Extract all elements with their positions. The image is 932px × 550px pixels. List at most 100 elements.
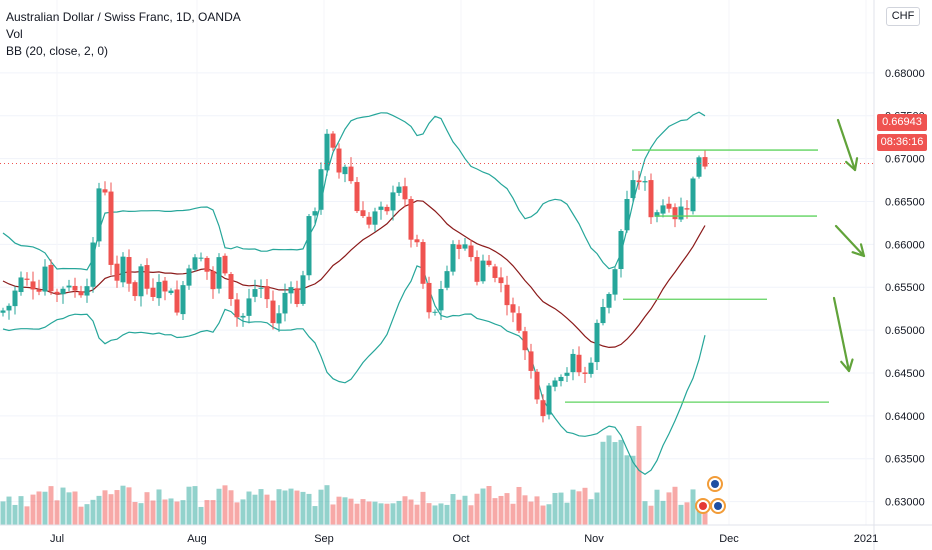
volume-bar: [642, 501, 648, 525]
time-tick-label: Oct: [452, 533, 469, 545]
down-arrow-shaft: [832, 296, 851, 373]
candle-body: [684, 208, 690, 210]
volume-indicator-label[interactable]: Vol: [6, 27, 23, 41]
candle-body: [456, 244, 462, 249]
down-arrow-shaft: [836, 118, 857, 172]
volume-bar: [306, 493, 312, 525]
price-tick-label: 0.64000: [885, 411, 925, 423]
time-tick-label: Aug: [187, 533, 207, 545]
volume-bar: [426, 503, 432, 525]
volume-bar: [156, 489, 162, 525]
volume-bar: [78, 506, 84, 525]
candle-body: [606, 293, 612, 308]
candle-body: [450, 244, 456, 272]
volume-bar: [582, 487, 588, 525]
candle-body: [528, 351, 534, 371]
volume-bar: [126, 487, 132, 525]
volume-bar: [486, 486, 492, 525]
volume-bar: [30, 494, 36, 525]
symbol-title[interactable]: Australian Dollar / Swiss Franc, 1D, OAN…: [6, 10, 241, 24]
volume-bar: [36, 491, 42, 525]
volume-bar: [378, 503, 384, 525]
volume-bar: [480, 488, 486, 525]
currency-button[interactable]: CHF: [886, 7, 920, 26]
candle-body: [72, 285, 78, 291]
volume-bar: [474, 493, 480, 525]
volume-bar: [192, 486, 198, 525]
volume-bar: [210, 500, 216, 525]
candle-body: [48, 264, 54, 292]
time-tick-label: Jul: [50, 533, 64, 545]
candle-body: [468, 245, 474, 258]
candle-body: [96, 188, 102, 242]
candle-body: [540, 400, 546, 417]
candle-body: [108, 191, 114, 265]
volume-bars: [0, 425, 708, 525]
volume-bar: [48, 486, 54, 525]
candle-body: [360, 210, 366, 217]
volume-bar: [438, 503, 444, 525]
candle-body: [366, 216, 372, 225]
candle-body: [252, 289, 258, 297]
candle-body: [312, 211, 318, 216]
volume-bar: [504, 493, 510, 525]
candle-body: [216, 257, 222, 289]
candle-body: [636, 180, 642, 183]
candle-body: [588, 362, 594, 374]
volume-bar: [510, 503, 516, 525]
volume-bar: [384, 503, 390, 525]
candlesticks: [0, 129, 708, 423]
candle-body: [192, 257, 198, 270]
candle-body: [348, 166, 354, 182]
candle-body: [0, 310, 6, 313]
volume-bar: [234, 502, 240, 525]
candle-body: [678, 206, 684, 220]
volume-bar: [102, 490, 108, 525]
candle-body: [186, 268, 192, 286]
down-arrows: [832, 118, 866, 373]
volume-bar: [204, 500, 210, 525]
candle-body: [54, 291, 60, 294]
candle-body: [150, 287, 156, 297]
candle-body: [426, 282, 432, 313]
volume-bar: [288, 488, 294, 525]
candle-body: [174, 289, 180, 313]
volume-bar: [618, 439, 624, 525]
volume-bar: [66, 492, 72, 525]
candle-body: [354, 182, 360, 212]
volume-bar: [402, 496, 408, 525]
volume-bar: [138, 503, 144, 525]
volume-bar: [570, 489, 576, 525]
price-tick-label: 0.67000: [885, 154, 925, 166]
candle-body: [564, 372, 570, 376]
candle-body: [558, 376, 564, 382]
candle-body: [384, 206, 390, 212]
candle-body: [612, 269, 618, 295]
volume-bar: [144, 492, 150, 525]
volume-bar: [696, 504, 702, 525]
price-tick-label: 0.64500: [885, 368, 925, 380]
candle-body: [444, 271, 450, 288]
volume-bar: [258, 489, 264, 525]
candle-body: [240, 315, 246, 318]
candle-body: [510, 304, 516, 313]
flag-au-icon: [714, 502, 722, 510]
time-tick-label: Nov: [584, 533, 604, 545]
candle-body: [378, 206, 384, 210]
volume-bar: [222, 485, 228, 525]
bollinger-bands: [2, 111, 706, 476]
volume-bar: [666, 492, 672, 525]
candle-body: [294, 288, 300, 305]
candle-body: [522, 331, 528, 351]
volume-bar: [594, 492, 600, 525]
candle-body: [492, 266, 498, 278]
volume-bar: [462, 495, 468, 525]
volume-bar: [90, 499, 96, 525]
volume-bar: [132, 501, 138, 525]
bb-indicator-label[interactable]: BB (20, close, 2, 0): [6, 44, 109, 58]
volume-bar: [12, 504, 18, 525]
time-tick-label: 2021: [854, 533, 878, 545]
price-tick-label: 0.65500: [885, 282, 925, 294]
volume-bar: [312, 506, 318, 525]
